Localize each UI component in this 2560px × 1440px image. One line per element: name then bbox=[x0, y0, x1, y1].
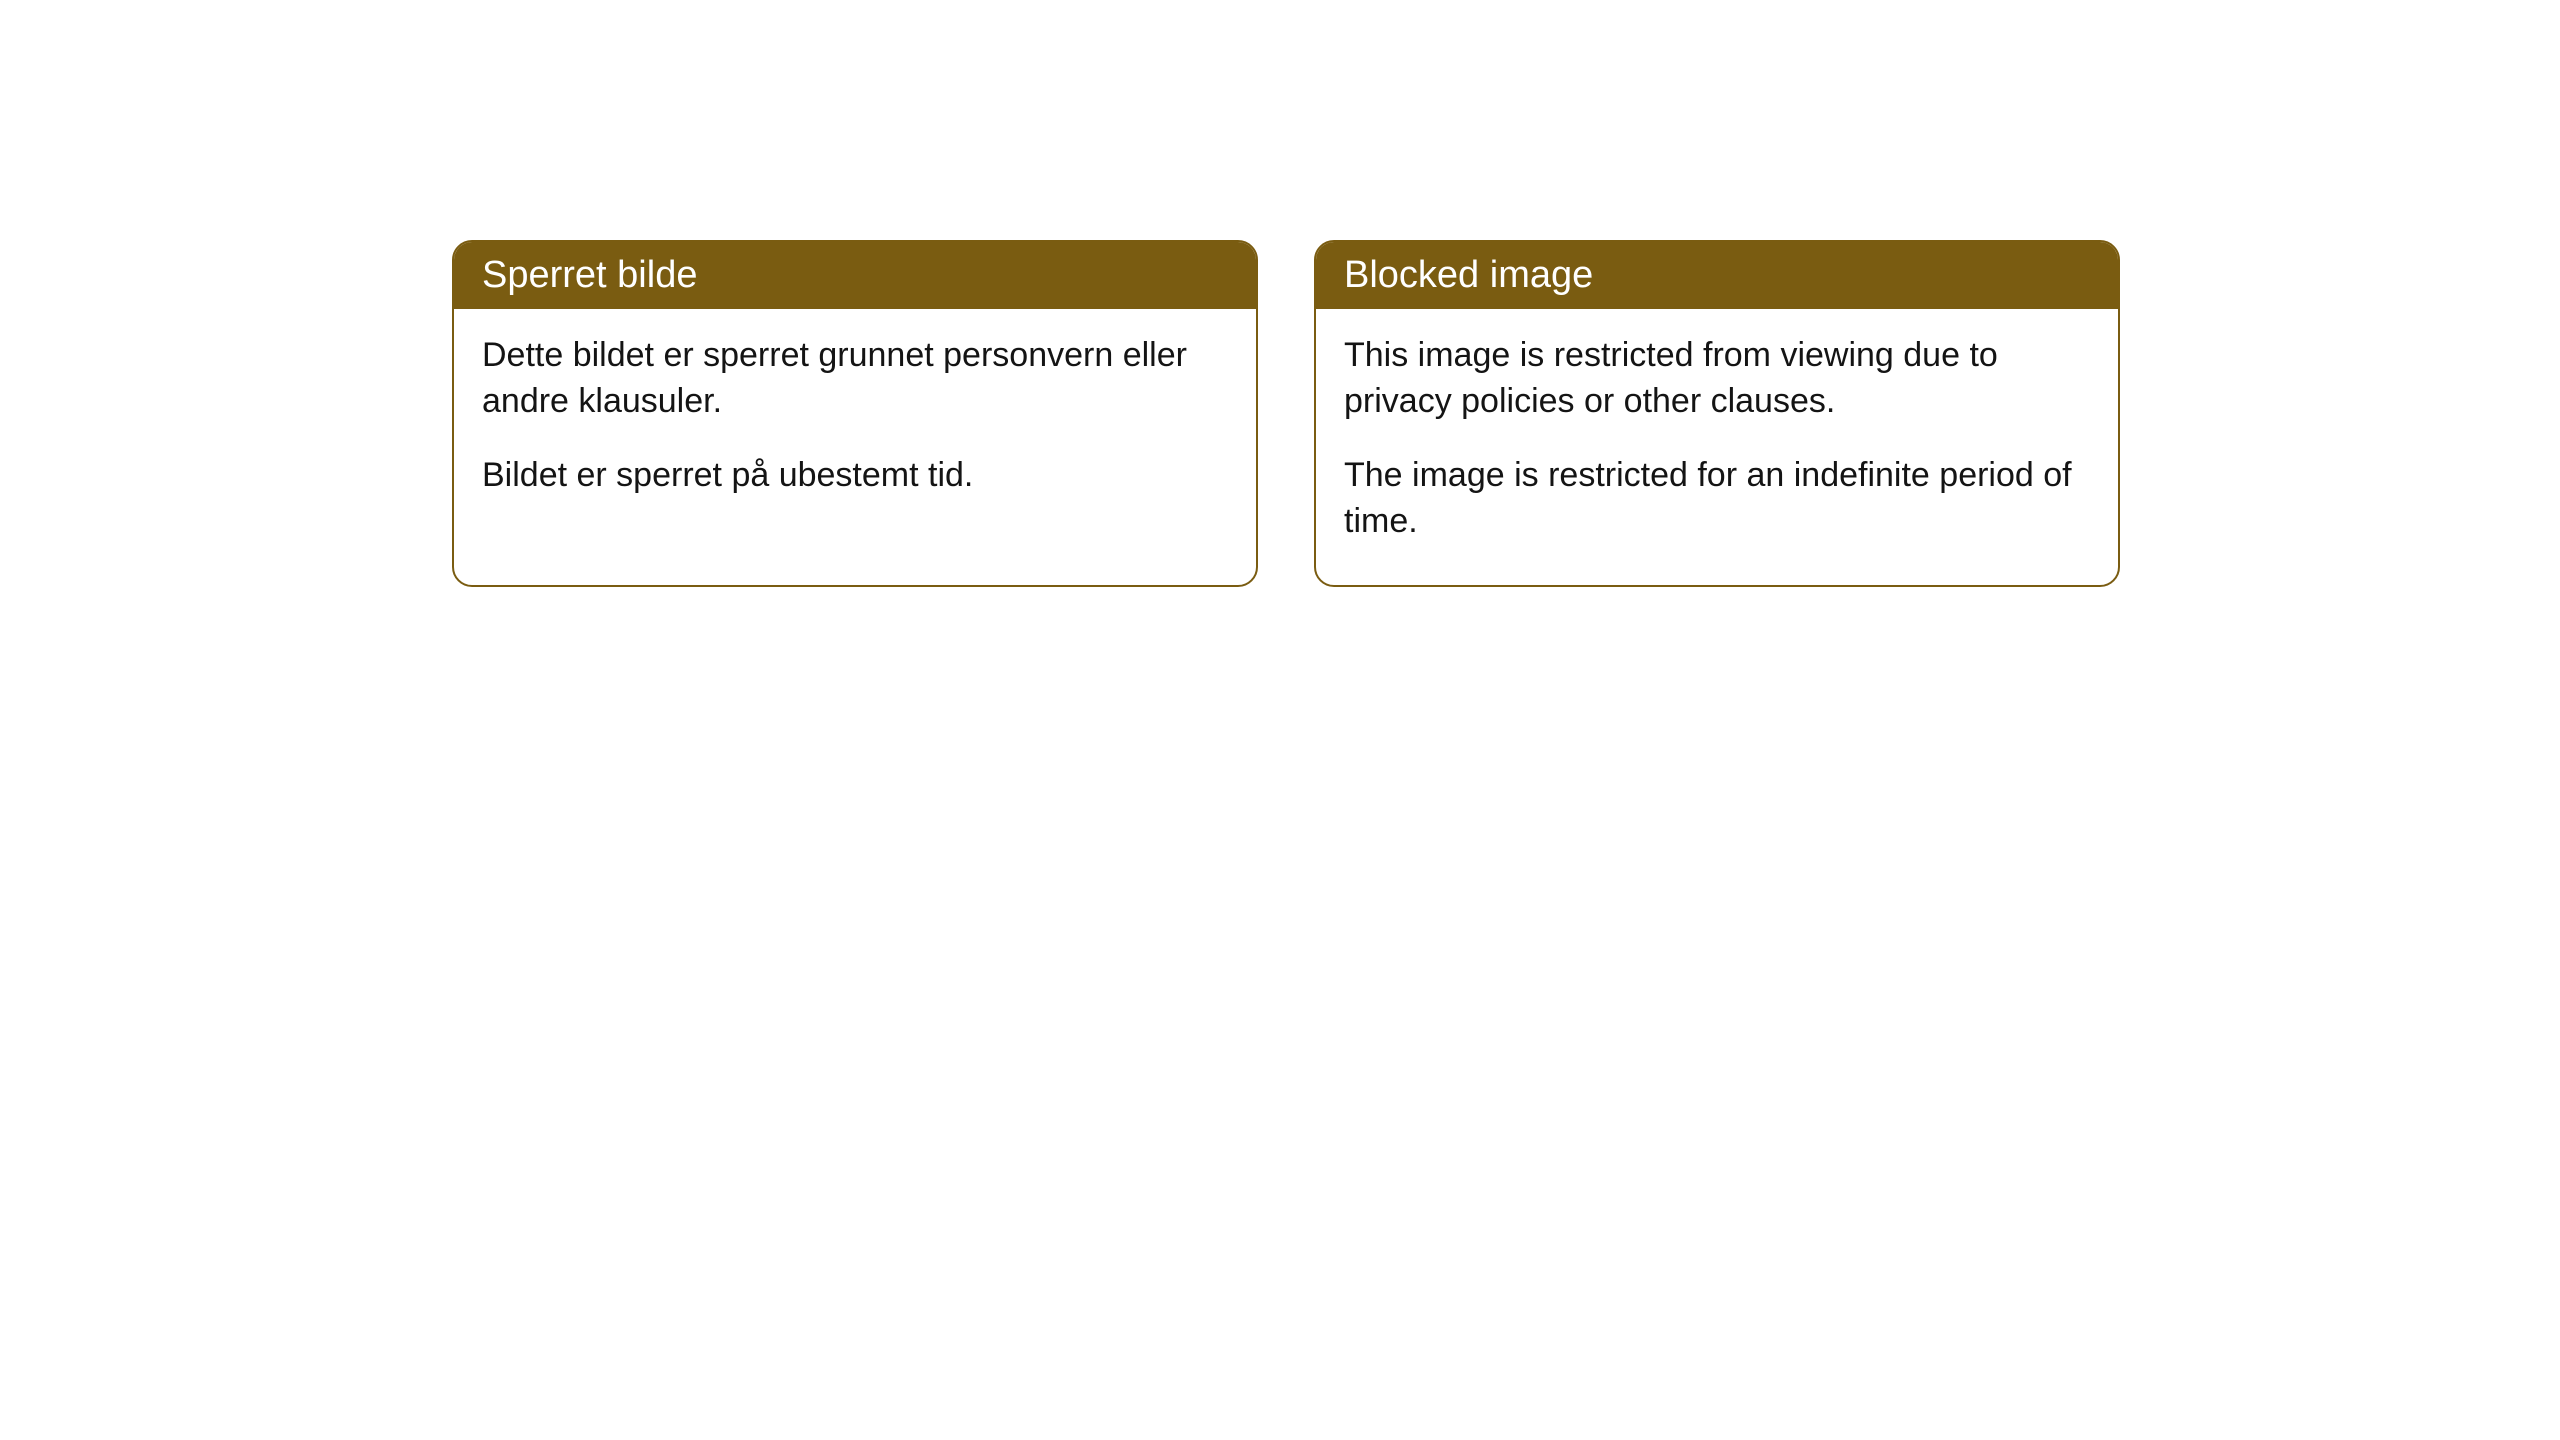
card-text-no-1: Dette bildet er sperret grunnet personve… bbox=[482, 333, 1228, 425]
card-header-no: Sperret bilde bbox=[454, 242, 1256, 309]
blocked-image-card-no: Sperret bilde Dette bildet er sperret gr… bbox=[452, 240, 1258, 587]
card-text-en-2: The image is restricted for an indefinit… bbox=[1344, 453, 2090, 545]
card-body-en: This image is restricted from viewing du… bbox=[1316, 309, 2118, 585]
card-header-en: Blocked image bbox=[1316, 242, 2118, 309]
card-text-no-2: Bildet er sperret på ubestemt tid. bbox=[482, 453, 1228, 499]
card-body-no: Dette bildet er sperret grunnet personve… bbox=[454, 309, 1256, 539]
notice-container: Sperret bilde Dette bildet er sperret gr… bbox=[452, 240, 2120, 587]
card-text-en-1: This image is restricted from viewing du… bbox=[1344, 333, 2090, 425]
blocked-image-card-en: Blocked image This image is restricted f… bbox=[1314, 240, 2120, 587]
